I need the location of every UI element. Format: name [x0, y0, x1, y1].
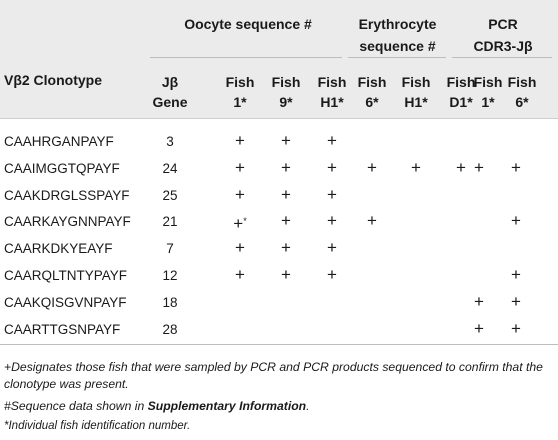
jgene-column-header: Jβ Gene	[148, 72, 192, 112]
footnote-hash-suffix: .	[306, 399, 310, 413]
presence-mark: +	[327, 157, 337, 177]
footnote-plus: +Designates those fish that were sampled…	[4, 360, 543, 391]
clonotype-cell: CAAIMGGTQPAYF	[4, 160, 120, 176]
presence-mark: +	[235, 184, 245, 204]
presence-mark: +	[474, 318, 484, 338]
presence-star: *	[243, 216, 247, 227]
fish-header-label: Fish	[473, 74, 503, 90]
fish-header-id: H1*	[320, 94, 344, 110]
presence-mark: +	[327, 238, 337, 258]
jgene-cell: 21	[162, 214, 178, 230]
jgene-header-line1: Jβ	[161, 74, 179, 90]
presence-mark: +	[327, 211, 337, 231]
presence-mark: +	[511, 211, 521, 231]
jgene-cell: 7	[166, 241, 174, 257]
fish-header-label: Fish	[507, 74, 537, 90]
presence-mark: +	[281, 157, 291, 177]
fish-header-id: 9*	[279, 94, 293, 110]
presence-mark: +	[511, 291, 521, 311]
presence-mark: +	[235, 238, 245, 258]
presence-mark: +	[281, 211, 291, 231]
footnote-hash: #Sequence data shown in Supplementary In…	[4, 398, 556, 415]
pcr-heading-line1: PCR	[488, 16, 518, 32]
fish-column-header: Fish H1*	[310, 72, 354, 112]
presence-mark: +	[511, 318, 521, 338]
footnote-star: *Individual fish identification number.	[4, 420, 191, 432]
presence-mark: +	[235, 265, 245, 284]
clonotype-cell: CAARTTGSNPAYF	[4, 321, 121, 337]
fish-header-label: Fish	[446, 74, 476, 90]
fish-header-id: 6*	[515, 94, 529, 110]
fish-column-header: Fish H1*	[394, 72, 438, 112]
jgene-cell: 12	[162, 268, 178, 283]
fish-header-label: Fish	[357, 74, 387, 90]
fish-column-header: Fish 9*	[264, 72, 308, 112]
jgene-cell: 25	[162, 187, 178, 203]
erythrocyte-group-rule	[348, 57, 446, 58]
presence-mark: +	[474, 291, 484, 311]
fish-header-id: 1*	[233, 94, 247, 110]
presence-mark: +	[511, 157, 521, 177]
jgene-cell: 28	[162, 321, 178, 337]
fish-header-label: Fish	[401, 74, 431, 90]
fish-column-header: Fish 1*	[466, 72, 510, 112]
pcr-group-heading: PCR CDR3-Jβ	[450, 13, 556, 57]
clonotype-cell: CAAHRGANPAYF	[4, 134, 114, 149]
fish-header-id: D1*	[449, 94, 473, 110]
pcr-heading-line2: CDR3-Jβ	[473, 38, 533, 54]
footnote-hash-prefix: #Sequence data shown in	[4, 399, 148, 413]
presence-mark: +	[281, 265, 291, 284]
header-bottom-rule	[0, 118, 558, 119]
clonotype-cell: CAAKQISGVNPAYF	[4, 294, 127, 310]
fish-column-header: Fish 1*	[218, 72, 262, 112]
presence-mark: +*	[225, 212, 255, 233]
oocyte-group-heading: Oocyte sequence #	[184, 16, 312, 32]
fish-header-id: 1*	[481, 94, 495, 110]
jgene-cell: 3	[166, 134, 174, 149]
jgene-header-line2: Gene	[152, 94, 188, 110]
erythrocyte-heading-line2: sequence #	[359, 38, 436, 54]
presence-mark: +	[235, 131, 245, 150]
presence-mark: +	[474, 157, 484, 177]
clonotype-cell: CAARKAYGNNPAYF	[4, 214, 131, 230]
presence-mark: +	[327, 184, 337, 204]
presence-mark: +	[327, 131, 337, 150]
clonotype-cell: CAARKDKYEAYF	[4, 241, 113, 257]
fish-header-label: Fish	[271, 74, 301, 90]
fish-column-header: Fish D1*	[439, 72, 483, 112]
presence-mark: +	[367, 211, 377, 231]
presence-mark: +	[367, 157, 377, 177]
fish-header-label: Fish	[225, 74, 255, 90]
presence-mark: +	[327, 265, 337, 284]
clonotype-cell: CAAKDRGLSSPAYF	[4, 187, 130, 203]
fish-column-header: Fish 6*	[500, 72, 544, 112]
presence-mark: +	[511, 265, 521, 284]
presence-mark: +	[281, 131, 291, 150]
presence-plus: +	[233, 214, 244, 234]
jgene-cell: 24	[162, 160, 178, 176]
erythrocyte-heading-line1: Erythrocyte	[358, 16, 437, 32]
presence-mark: +	[411, 157, 421, 177]
fish-header-label: Fish	[317, 74, 347, 90]
presence-mark: +	[456, 157, 466, 177]
oocyte-group-rule	[150, 57, 342, 58]
clonotype-cell: CAARQLTNTYPAYF	[4, 268, 128, 283]
fish-column-header: Fish 6*	[350, 72, 394, 112]
erythrocyte-group-heading: Erythrocyte sequence #	[345, 13, 450, 57]
fish-header-id: H1*	[404, 94, 428, 110]
jgene-cell: 18	[162, 294, 178, 310]
fish-header-id: 6*	[365, 94, 379, 110]
presence-mark: +	[281, 184, 291, 204]
presence-mark: +	[281, 238, 291, 258]
presence-mark: +	[235, 157, 245, 177]
table-header-band	[0, 0, 558, 118]
pcr-group-rule	[452, 57, 552, 58]
clonotype-column-header: Vβ2 Clonotype	[4, 72, 102, 88]
table-bottom-rule	[0, 344, 558, 345]
supplementary-information-link[interactable]: Supplementary Information	[147, 399, 307, 413]
